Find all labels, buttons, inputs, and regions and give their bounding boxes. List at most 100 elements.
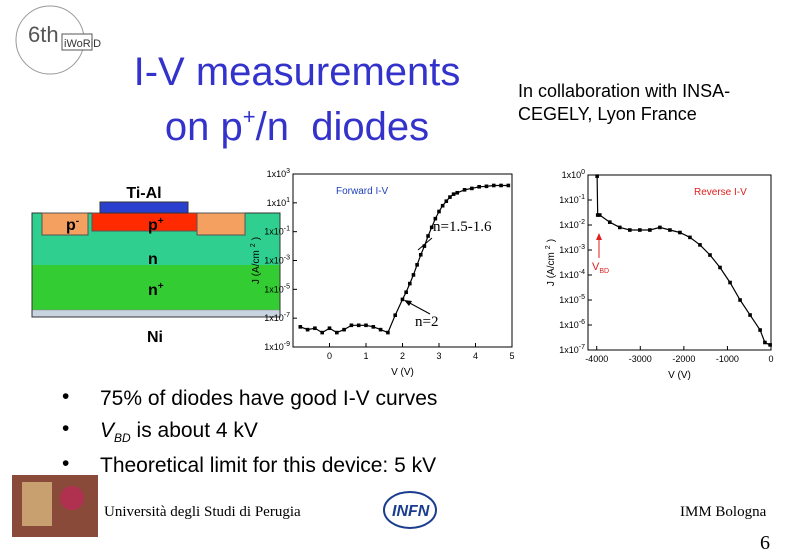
title-line: on p+/n diodes [165, 104, 429, 149]
data-point [444, 199, 449, 203]
data-point [597, 213, 602, 217]
bullet-text: 75% of diodes have good I-V curves [100, 387, 437, 410]
data-point [451, 192, 456, 196]
logo: 6th iWoRiD [15, 5, 101, 75]
data-point [305, 327, 310, 332]
bullet-sub: BD [114, 431, 131, 445]
label-part: ) [251, 237, 262, 240]
y-tick-label: 1x10-5 [559, 294, 585, 305]
bullet-dot: • [62, 452, 69, 475]
data-point [506, 183, 511, 188]
y-tick-label: 1x103 [267, 168, 291, 179]
data-point [418, 252, 423, 257]
data-point [426, 234, 430, 238]
bullet-text: Theoretical limit for this device: 5 kV [100, 454, 436, 477]
y-tick-label: 1x10-4 [559, 269, 585, 280]
x-tick-label: -2000 [672, 354, 695, 364]
data-point [491, 183, 496, 188]
tick-base: 1x10 [559, 195, 579, 205]
ti-al-contact [99, 201, 189, 214]
label-part: ) [546, 239, 557, 242]
y-tick-label: 1x10-1 [559, 194, 585, 205]
tick-base: 1x10 [559, 270, 579, 280]
data-point [607, 220, 612, 224]
collab-line: In collaboration with INSA- [518, 81, 730, 101]
data-point [411, 273, 416, 277]
data-point [768, 343, 772, 347]
p-minus-ring [41, 212, 89, 236]
data-point [638, 228, 642, 232]
x-axis-label: V (V) [391, 367, 414, 378]
tick-base: 1x10 [559, 295, 579, 305]
tick-base: 1x10 [264, 313, 284, 323]
tick-exponent: 0 [581, 169, 585, 176]
tick-exponent: -2 [579, 219, 585, 226]
university-name: Università degli Studi di Perugia [104, 504, 301, 520]
y-tick-label: 1x101 [267, 197, 291, 208]
plot-frame [587, 174, 772, 351]
title-part: /n diodes [256, 105, 429, 149]
label-sup: 2 [545, 245, 552, 249]
data-point [455, 190, 460, 195]
y-tick-label: 1x10-3 [264, 255, 290, 266]
bullet-dot: • [62, 385, 69, 408]
data-point [433, 216, 438, 221]
data-point [738, 298, 742, 302]
data-point [313, 326, 317, 331]
diode-diagram: Ti-Al p- p+ n n+ Ni [31, 185, 281, 346]
tick-base: 1x10 [264, 256, 284, 266]
annotation-sub: BD [599, 268, 609, 275]
annotation-text: n=1.5-1.6 [433, 219, 492, 235]
data-point [404, 290, 408, 295]
logo-box [61, 33, 93, 51]
x-tick-label: -4000 [585, 354, 608, 364]
data-point [356, 323, 361, 328]
annotation-arrow [417, 237, 433, 251]
data-point [758, 328, 762, 332]
y-tick-label: 1x10-7 [264, 312, 290, 323]
data-point [415, 263, 419, 267]
data-point [748, 313, 752, 317]
x-tick-label: -3000 [629, 354, 652, 364]
tick-base: 1x10 [559, 345, 579, 355]
data-point [708, 253, 712, 257]
bullet-text: VBD is about 4 kV [100, 419, 258, 445]
bullet-part: is about 4 kV [131, 419, 258, 442]
data-point [698, 243, 702, 247]
ni-layer [31, 309, 281, 318]
data-point [408, 281, 412, 286]
tick-exponent: -4 [579, 269, 585, 276]
x-tick-label: 1 [363, 351, 368, 361]
diagram-label: Ni [147, 329, 163, 346]
p-plus-region [91, 212, 198, 232]
title-line: I-V measurements [134, 50, 461, 94]
p-minus-ring [196, 212, 246, 236]
label-sup: - [76, 216, 79, 227]
y-tick-label: 1x10-7 [559, 344, 585, 355]
data-point [484, 184, 489, 189]
charts: 1x10-91x10-71x10-51x10-31x10-11x1011x103… [250, 168, 774, 381]
data-point [349, 323, 354, 328]
x-tick-label: 0 [327, 351, 332, 361]
data-point [327, 326, 332, 331]
label-sup: + [158, 216, 164, 227]
data-point [400, 297, 405, 302]
x-tick-label: 2 [400, 351, 405, 361]
y-tick-label: 1x10-3 [559, 244, 585, 255]
diagram-label: p+ [148, 216, 164, 234]
infn-logo: INFN [392, 503, 430, 520]
x-axis-label: V (V) [668, 370, 691, 381]
label-part: J (A/cm [251, 250, 262, 284]
label-sup: 2 [250, 243, 257, 247]
y-axis-label: J (A/cm 2) [545, 239, 557, 286]
series-line [300, 184, 509, 334]
data-point [378, 327, 383, 332]
tick-base: 1x10 [267, 169, 287, 179]
tick-exponent: 3 [286, 168, 290, 175]
x-tick-label: 5 [509, 351, 514, 361]
label-part: n [148, 282, 158, 299]
university-logo-detail [60, 486, 84, 510]
x-tick-label: 3 [436, 351, 441, 361]
